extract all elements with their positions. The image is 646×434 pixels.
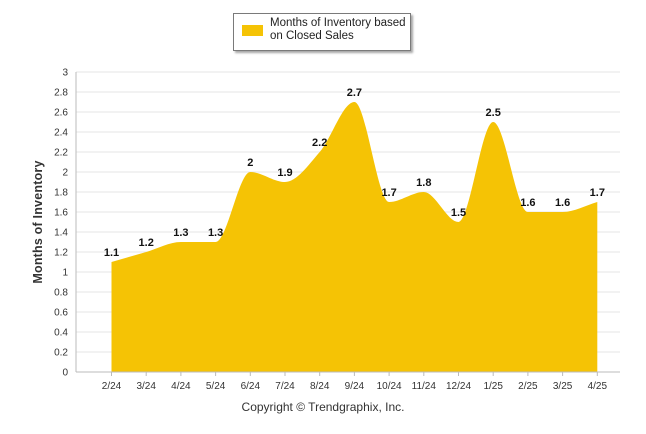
data-label: 1.2	[139, 237, 154, 249]
x-tick-labels: 2/24 3/24 4/24 5/24 6/24 7/24 8/24 9/24 10/24 11/…	[102, 381, 608, 392]
y-tick-label: 1.4	[54, 228, 68, 239]
y-tick-label: 0.2	[54, 348, 68, 359]
x-tick-label: 1/25	[483, 381, 503, 392]
data-labels: 1.1 1.2 1.3 1.3 2 1.9 2.2 2.7 1.7 1.8 1.5 2.5 1.6 1.6…	[104, 87, 605, 259]
legend-label: Months of Inventory based on Closed Sale…	[270, 17, 406, 42]
area-fill	[111, 102, 598, 372]
y-tick-label: 2.6	[54, 108, 68, 119]
x-tick-label: 2/25	[518, 381, 538, 392]
data-label: 1.1	[104, 247, 119, 259]
y-tick-label: 0.4	[54, 328, 68, 339]
y-tick-label: 2.8	[54, 88, 68, 99]
y-tick-label: 2	[62, 168, 68, 179]
data-label: 1.8	[416, 177, 431, 189]
x-tick-label: 4/25	[588, 381, 608, 392]
data-label: 1.6	[520, 197, 535, 209]
y-tick-label: 2.2	[54, 148, 68, 159]
data-label: 2.2	[312, 137, 327, 149]
area-series	[111, 102, 598, 372]
data-label: 2.5	[486, 107, 501, 119]
x-tick-label: 12/24	[446, 381, 471, 392]
y-tick-label: 0.6	[54, 308, 68, 319]
data-label: 1.6	[555, 197, 570, 209]
y-tick-label: 1	[62, 268, 68, 279]
legend-swatch	[242, 25, 263, 36]
data-label: 1.3	[173, 227, 188, 239]
data-label: 1.9	[277, 167, 292, 179]
axes	[75, 72, 620, 376]
x-tick-label: 11/24	[412, 381, 437, 392]
legend: Months of Inventory based on Closed Sale…	[233, 13, 411, 51]
y-axis-title: Months of Inventory	[31, 160, 45, 284]
copyright-footer: Copyright © Trendgraphix, Inc.	[241, 400, 405, 414]
y-tick-labels: 0 0.2 0.4 0.6 0.8 1 1.2 1.4 1.6 1.8 2 2.2 2.4 2.6 2.8 3	[54, 68, 68, 379]
data-label: 1.7	[381, 187, 396, 199]
data-label: 2	[247, 157, 253, 169]
data-label: 1.5	[451, 207, 466, 219]
y-tick-label: 1.6	[54, 208, 68, 219]
x-tick-label: 2/24	[102, 381, 122, 392]
x-tick-label: 5/24	[206, 381, 226, 392]
x-tick-label: 3/25	[553, 381, 573, 392]
y-tick-label: 1.2	[54, 248, 68, 259]
x-tick-label: 10/24	[377, 381, 402, 392]
x-tick-label: 9/24	[345, 381, 365, 392]
y-tick-label: 0	[62, 368, 68, 379]
data-label: 1.3	[208, 227, 223, 239]
x-tick-label: 8/24	[310, 381, 330, 392]
y-tick-label: 3	[62, 68, 68, 79]
x-tick-label: 6/24	[241, 381, 261, 392]
x-tick-label: 7/24	[275, 381, 295, 392]
data-label: 1.7	[590, 187, 605, 199]
y-tick-label: 0.8	[54, 288, 68, 299]
data-label: 2.7	[347, 87, 362, 99]
y-tick-label: 1.8	[54, 188, 68, 199]
y-tick-label: 2.4	[54, 128, 68, 139]
x-tick-label: 3/24	[136, 381, 156, 392]
x-tick-label: 4/24	[171, 381, 191, 392]
